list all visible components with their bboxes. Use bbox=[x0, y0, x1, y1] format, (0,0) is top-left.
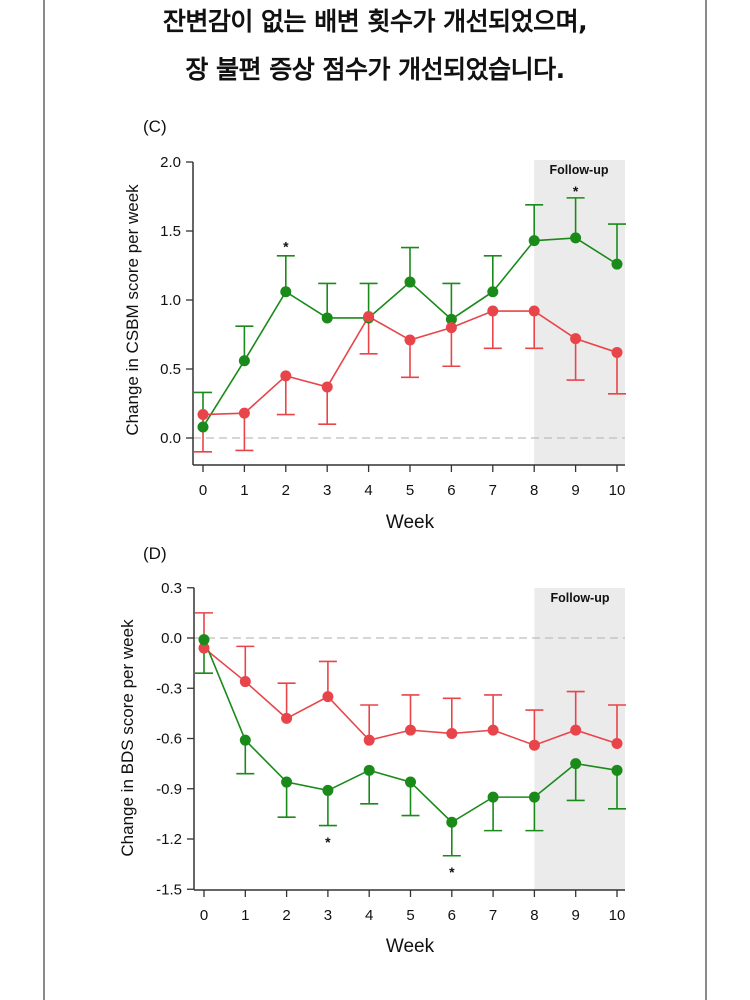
data-point-green bbox=[198, 634, 210, 646]
x-tick-label: 4 bbox=[365, 907, 373, 924]
x-axis-title: Week bbox=[386, 512, 435, 533]
data-point-red bbox=[363, 734, 375, 746]
data-point-red bbox=[445, 322, 457, 334]
x-tick-label: 7 bbox=[489, 907, 497, 924]
data-point-green bbox=[611, 258, 623, 270]
y-tick-label: -0.6 bbox=[156, 731, 182, 748]
data-point-green bbox=[445, 313, 457, 325]
data-point-red bbox=[570, 724, 582, 736]
data-point-red bbox=[405, 724, 416, 736]
data-point-red bbox=[446, 727, 458, 739]
follow-up-region bbox=[534, 160, 625, 465]
data-point-green bbox=[280, 286, 292, 298]
data-point-green bbox=[363, 764, 375, 776]
data-point-green bbox=[487, 286, 499, 298]
data-point-red bbox=[197, 409, 209, 421]
data-point-green bbox=[197, 421, 209, 433]
headline-line-1: 잔변감이 없는 배변 횟수가 개선되었으며, bbox=[162, 7, 588, 36]
data-point-red bbox=[487, 305, 499, 317]
data-point-green bbox=[528, 235, 540, 247]
x-tick-label: 10 bbox=[609, 482, 626, 499]
data-point-red bbox=[239, 676, 251, 688]
x-tick-label: 10 bbox=[609, 907, 626, 924]
x-tick-label: 9 bbox=[572, 907, 580, 924]
data-point-red bbox=[363, 311, 375, 323]
data-point-green bbox=[405, 776, 416, 788]
y-tick-label: 0.5 bbox=[160, 361, 181, 378]
data-point-green bbox=[321, 312, 333, 324]
x-tick-label: 3 bbox=[323, 482, 331, 499]
data-point-red bbox=[198, 642, 210, 654]
x-tick-label: 1 bbox=[241, 907, 249, 924]
data-point-green bbox=[446, 816, 458, 828]
x-tick-label: 3 bbox=[324, 907, 332, 924]
x-tick-label: 5 bbox=[406, 907, 414, 924]
x-tick-label: 6 bbox=[448, 907, 456, 924]
data-point-green bbox=[322, 784, 334, 796]
x-tick-label: 4 bbox=[364, 482, 372, 499]
significance-marker: * bbox=[449, 864, 455, 880]
y-axis-title: Change in CSBM score per week bbox=[123, 184, 142, 436]
data-point-red bbox=[528, 739, 540, 751]
panel-label: (C) bbox=[143, 117, 167, 136]
data-point-red bbox=[611, 346, 623, 358]
data-point-green bbox=[570, 758, 582, 770]
page-border-right bbox=[705, 0, 707, 1000]
x-tick-label: 0 bbox=[199, 482, 207, 499]
data-point-red bbox=[322, 691, 334, 703]
data-point-red bbox=[570, 333, 582, 345]
x-tick-label: 8 bbox=[530, 907, 538, 924]
y-tick-label: -1.2 bbox=[156, 831, 182, 848]
data-point-green bbox=[487, 791, 499, 803]
chart-d-bds: Follow-up 0.3 0.0 -0.3 -0.6 -0.9 -1.2 -1.5 0 1 2 3 4… bbox=[118, 544, 626, 957]
y-tick-label: -1.5 bbox=[156, 881, 182, 898]
data-point-green bbox=[239, 734, 251, 746]
y-tick-label: 0.3 bbox=[161, 580, 182, 597]
data-point-red bbox=[280, 370, 292, 382]
x-tick-label: 1 bbox=[240, 482, 248, 499]
follow-up-region bbox=[534, 588, 625, 890]
follow-up-label: Follow-up bbox=[549, 163, 608, 177]
y-tick-label: 1.0 bbox=[160, 292, 181, 309]
y-tick-label: 0.0 bbox=[160, 430, 181, 447]
data-point-green bbox=[528, 791, 540, 803]
y-tick-label: -0.3 bbox=[156, 680, 182, 697]
y-tick-label: 1.5 bbox=[160, 223, 181, 240]
data-point-green bbox=[281, 776, 293, 788]
y-tick-label: 2.0 bbox=[160, 154, 181, 171]
panel-label: (D) bbox=[143, 544, 167, 563]
data-point-red bbox=[404, 334, 416, 346]
significance-marker: * bbox=[325, 834, 331, 850]
follow-up-label: Follow-up bbox=[550, 591, 609, 605]
chart-c-csbm: Follow-up 0.0 0.5 1.0 1.5 2.0 0 1 2 3 4 5 6 7 8 9 10 (C) W… bbox=[123, 117, 626, 533]
data-point-red bbox=[487, 724, 499, 736]
data-point-red bbox=[281, 712, 293, 724]
data-point-red bbox=[238, 407, 250, 419]
headline-line-2: 장 불편 증상 점수가 개선되었습니다. bbox=[185, 55, 565, 84]
x-tick-label: 7 bbox=[489, 482, 497, 499]
x-tick-label: 2 bbox=[282, 907, 290, 924]
page-border-left bbox=[43, 0, 45, 1000]
significance-marker: * bbox=[573, 183, 579, 199]
y-tick-label: 0.0 bbox=[161, 630, 182, 647]
data-point-green bbox=[404, 276, 416, 288]
data-point-red bbox=[611, 738, 623, 750]
data-point-green bbox=[611, 764, 623, 776]
x-tick-label: 5 bbox=[406, 482, 414, 499]
x-tick-label: 6 bbox=[447, 482, 455, 499]
y-axis-title: Change in BDS score per week bbox=[118, 619, 137, 857]
data-point-green bbox=[238, 355, 250, 367]
data-point-red bbox=[321, 381, 333, 393]
x-tick-label: 8 bbox=[530, 482, 538, 499]
significance-marker: * bbox=[283, 238, 289, 254]
x-tick-label: 0 bbox=[200, 907, 208, 924]
x-tick-label: 2 bbox=[282, 482, 290, 499]
data-point-green bbox=[570, 232, 582, 244]
data-point-red bbox=[528, 305, 540, 317]
x-tick-label: 9 bbox=[571, 482, 579, 499]
y-tick-label: -0.9 bbox=[156, 781, 182, 798]
x-axis-title: Week bbox=[386, 936, 435, 957]
